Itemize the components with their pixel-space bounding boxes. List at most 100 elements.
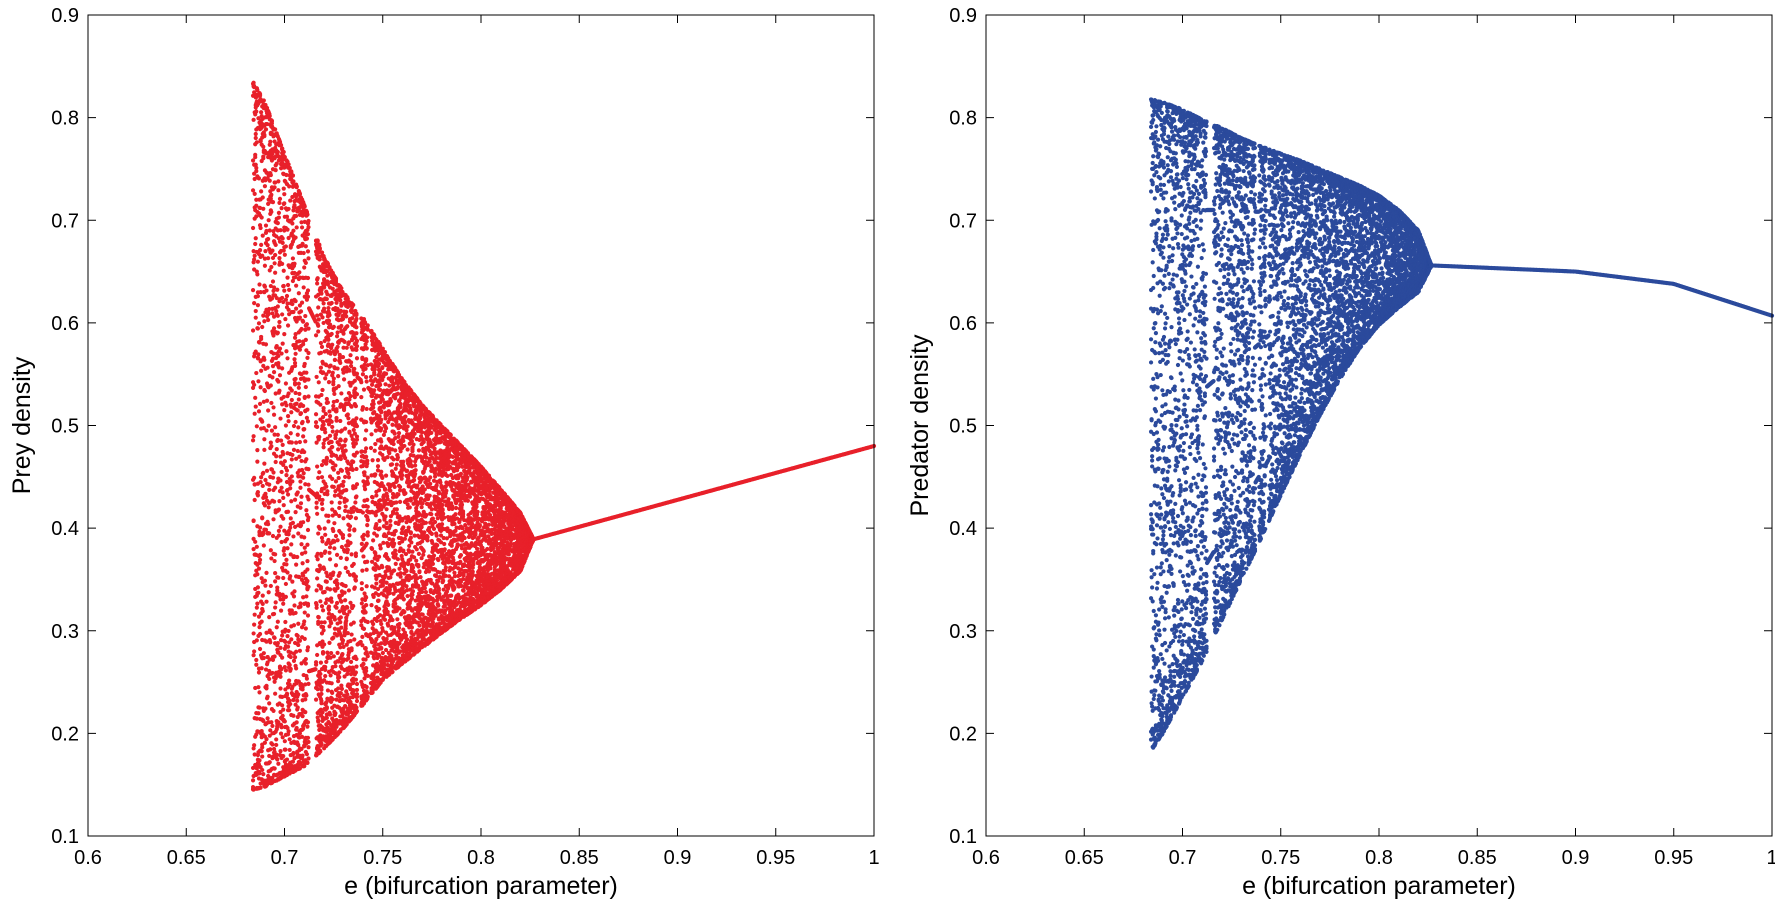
data-point [339,286,344,291]
data-point [256,409,262,414]
data-point [324,659,329,664]
data-point [354,466,359,472]
data-point [287,184,292,189]
data-point [322,642,327,647]
data-point [277,324,282,329]
data-point [252,622,257,627]
data-point [364,357,369,362]
data-point [301,520,306,525]
data-point [319,741,324,746]
data-point [344,556,349,561]
data-point [392,431,397,436]
data-point [354,434,360,439]
data-point [292,497,298,502]
data-point [278,670,283,676]
data-point [411,453,416,458]
data-point [304,236,310,241]
data-point [273,691,278,696]
data-point [326,318,332,323]
data-point [299,225,305,230]
data-point [276,379,281,384]
data-point [336,447,341,452]
data-point [264,639,269,644]
data-point [251,434,256,439]
data-point [304,370,309,375]
data-point [342,443,347,448]
data-point [363,610,368,615]
data-point [291,423,297,429]
data-point [306,739,311,745]
data-point [256,379,261,384]
data-point [281,283,286,289]
data-point [361,554,366,559]
data-point [320,539,325,544]
data-point [353,500,358,505]
data-point [353,516,359,521]
data-point [295,432,300,437]
data-point [276,188,281,193]
data-point [258,385,263,390]
data-point [327,557,333,562]
data-point [416,563,421,568]
data-point [351,680,356,686]
data-point [333,711,338,716]
data-point [263,477,268,483]
data-point [302,204,307,209]
data-point [321,422,326,427]
data-point [273,579,278,584]
data-point [275,724,280,730]
data-point [390,617,395,623]
data-point [256,614,262,619]
data-point [273,391,278,396]
data-point [278,438,284,443]
data-point [274,295,279,301]
data-point [278,524,283,529]
data-point [377,526,382,531]
data-point [271,405,276,410]
data-point [264,428,269,433]
data-point [354,325,359,330]
data-point [395,557,401,562]
data-point [292,203,297,208]
data-point [255,259,261,264]
data-point [257,552,263,557]
data-point [314,505,319,510]
data-point [253,236,258,241]
data-point [267,760,272,765]
data-point [313,333,319,338]
data-point [296,381,301,386]
data-point [326,380,332,385]
data-point [319,535,325,540]
data-point [285,570,290,575]
data-point [422,586,427,591]
data-point [253,308,258,314]
data-point [360,355,365,360]
data-point [360,405,366,410]
data-point [257,247,263,253]
data-point [327,433,333,438]
data-point [259,728,264,734]
data-point [396,434,401,439]
data-point [348,394,353,399]
data-point [327,712,333,717]
data-point [288,198,293,203]
data-point [303,550,308,555]
data-point [324,705,329,710]
data-point [271,351,276,356]
data-point [257,205,263,211]
data-point [262,184,268,189]
data-point [289,457,294,462]
data-point [261,718,266,723]
data-point [382,617,388,622]
data-point [270,670,275,676]
data-point [354,450,360,455]
data-point [266,236,271,242]
data-point [272,432,277,437]
data-point [327,313,332,318]
data-point [257,646,263,652]
data-point [305,288,311,293]
data-point [263,249,268,254]
data-point [274,742,279,748]
data-point [387,383,392,388]
data-point [285,275,290,280]
